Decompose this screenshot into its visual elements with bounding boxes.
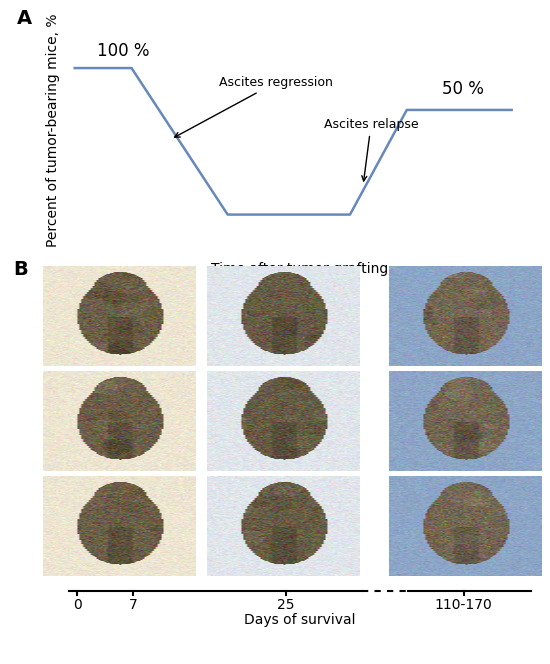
Text: Days of survival: Days of survival (244, 613, 355, 627)
Text: 50 %: 50 % (442, 80, 483, 98)
Text: 25: 25 (277, 598, 295, 612)
Text: Time after tumor grafting: Time after tumor grafting (211, 262, 388, 276)
Text: 110-170: 110-170 (435, 598, 493, 612)
Y-axis label: Percent of tumor-bearing mice, %: Percent of tumor-bearing mice, % (46, 13, 60, 246)
Text: Ascites relapse: Ascites relapse (324, 118, 419, 181)
Text: 0: 0 (73, 598, 81, 612)
Text: Ascites regression: Ascites regression (175, 76, 333, 137)
Text: 7: 7 (129, 598, 138, 612)
Text: 100 %: 100 % (97, 42, 149, 60)
Text: B: B (14, 260, 29, 279)
Text: A: A (17, 9, 32, 28)
